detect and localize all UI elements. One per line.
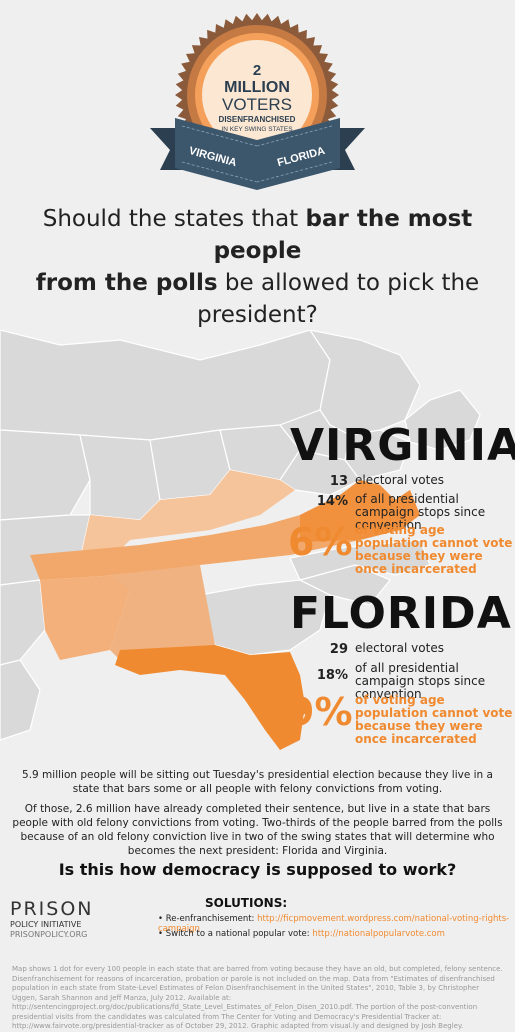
map-florida (115, 645, 305, 750)
badge-million: MILLION (224, 79, 290, 96)
logo-sub: POLICY INITIATIVE (10, 920, 82, 929)
question: Is this how democracy is supposed to wor… (58, 860, 457, 879)
florida-stops-num: 18% (316, 668, 348, 683)
badge-number: 2 (253, 62, 261, 79)
headline: Should the states that bar the most peop… (0, 203, 515, 331)
florida-pct-num: 9% (288, 690, 353, 734)
virginia-electoral-txt: electoral votes (355, 473, 444, 487)
solution-1-label: • Re-enfranchisement: (158, 914, 258, 924)
badge-disenfranchised: DISENFRANCHISED (219, 115, 296, 124)
map-states (0, 330, 481, 741)
badge-graphic: VIRGINIA FLORIDA 2 MILLION VOTERS DISENF… (150, 13, 365, 190)
paragraph-2: Of those, 2.6 million have already compl… (12, 803, 503, 857)
headline-part2: be allowed to pick the president? (197, 270, 480, 328)
headline-part1: Should the states that (42, 206, 306, 232)
solution-2-link[interactable]: http://nationalpopularvote.com (312, 929, 445, 939)
badge-ribbon: VIRGINIA FLORIDA (150, 118, 365, 190)
virginia-title: VIRGINIA (290, 420, 515, 471)
virginia-stops-num: 14% (316, 494, 348, 509)
solution-item-2: • Switch to a national popular vote: htt… (158, 929, 445, 939)
logo-url: PRISONPOLICY.ORG (10, 930, 88, 939)
virginia-electoral-num: 13 (329, 474, 348, 489)
florida-title: FLORIDA (290, 588, 512, 639)
badge-voters: VOTERS (222, 95, 292, 114)
badge-subtitle: IN KEY SWING STATES (221, 126, 293, 133)
headline-bold1: bar the most people (213, 206, 473, 264)
solution-1-link[interactable]: http://ficpmovement.wordpress.com/nation… (158, 914, 510, 934)
solution-item-1: • Re-enfranchisement: http://ficpmovemen… (158, 914, 515, 934)
virginia-stops-txt: of all presidential campaign stops since… (355, 492, 486, 532)
florida-electoral-num: 29 (329, 642, 348, 657)
logo-name: PRISON (10, 898, 94, 920)
virginia-pct-txt: of voting age population cannot vote bec… (355, 523, 513, 576)
florida-stops-txt: of all presidential campaign stops since… (355, 661, 486, 701)
florida-pct-txt: of voting age population cannot vote bec… (355, 693, 513, 746)
map-virginia (300, 480, 420, 542)
headline-bold2: from the polls (35, 270, 218, 296)
us-east-map (0, 330, 481, 750)
solutions-title: SOLUTIONS: (205, 896, 288, 910)
virginia-pct-num: 6% (288, 520, 353, 564)
footnote: Map shows 1 dot for every 100 people in … (12, 965, 503, 1030)
paragraph-1: 5.9 million people will be sitting out T… (22, 769, 493, 795)
florida-electoral-txt: electoral votes (355, 641, 444, 655)
solution-2-label: • Switch to a national popular vote: (158, 929, 313, 939)
